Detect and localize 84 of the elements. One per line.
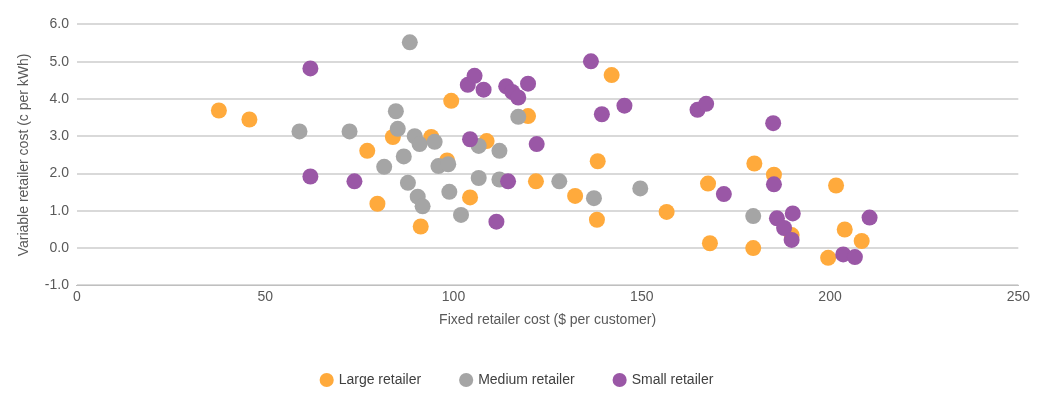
x-axis-title: Fixed retailer cost ($ per customer): [439, 311, 657, 328]
point: [582, 53, 599, 70]
point: [853, 233, 870, 250]
y-axis-title: Variable retailer cost (c per kWh): [15, 53, 32, 257]
point: [567, 187, 584, 204]
y-tick-label: 5.0: [49, 52, 70, 69]
y-tick-label: 1.0: [49, 201, 70, 218]
point: [510, 89, 527, 106]
point: [701, 235, 718, 252]
point: [784, 205, 801, 222]
point: [836, 221, 853, 238]
y-tick-label: 4.0: [49, 89, 70, 106]
point: [441, 183, 458, 200]
point: [700, 175, 717, 192]
point: [440, 156, 457, 173]
point: [491, 142, 508, 159]
point: [820, 249, 837, 266]
point: [783, 231, 800, 248]
point: [426, 133, 443, 150]
point: [443, 92, 460, 109]
point: [698, 95, 715, 112]
point: [470, 170, 487, 187]
legend-label: Medium retailer: [478, 370, 575, 387]
point: [846, 249, 863, 266]
x-tick-label: 0: [73, 287, 82, 304]
point: [399, 174, 416, 191]
y-tick-label: -1.0: [44, 276, 70, 293]
point: [369, 195, 386, 212]
point: [475, 81, 492, 98]
y-tick-label: 3.0: [49, 127, 70, 144]
point: [414, 198, 431, 215]
point: [527, 173, 544, 190]
legend-label: Small retailer: [631, 370, 714, 387]
point: [466, 67, 483, 84]
point: [776, 219, 793, 236]
point: [291, 123, 308, 140]
point: [241, 111, 258, 128]
point: [389, 120, 406, 137]
x-tick-label: 250: [1006, 287, 1031, 304]
point: [861, 209, 878, 226]
point: [745, 208, 762, 225]
y-tick-label: 2.0: [49, 164, 70, 181]
point: [632, 180, 649, 197]
point: [453, 206, 470, 223]
point: [765, 176, 782, 193]
x-tick-label: 50: [257, 287, 274, 304]
point: [765, 115, 782, 132]
x-tick-label: 100: [441, 287, 466, 304]
x-tick-label: 150: [630, 287, 654, 304]
legend-label: Large retailer: [338, 370, 422, 387]
x-tick-label: 200: [818, 287, 842, 304]
point: [585, 190, 602, 207]
point: [528, 136, 545, 153]
point: [589, 153, 606, 170]
point: [412, 218, 429, 235]
point: [828, 177, 845, 194]
y-tick-label: 6.0: [49, 15, 70, 32]
point: [520, 75, 537, 92]
point: [715, 186, 732, 203]
point: [302, 168, 319, 185]
point: [658, 203, 675, 220]
point: [500, 173, 517, 190]
point: [488, 213, 505, 230]
point: [411, 136, 428, 153]
point: [462, 189, 479, 206]
point: [603, 67, 620, 84]
point: [588, 211, 605, 228]
point: [210, 102, 227, 119]
point: [745, 240, 762, 257]
point: [341, 123, 358, 140]
point: [462, 131, 479, 148]
y-tick-label: 0.0: [49, 238, 70, 255]
point: [395, 148, 412, 165]
point: [401, 34, 418, 51]
point: [346, 173, 363, 190]
point: [593, 106, 610, 123]
point: [376, 158, 393, 175]
point: [359, 142, 376, 159]
point: [616, 97, 633, 114]
point: [551, 173, 568, 190]
point: [746, 155, 763, 172]
point: [302, 60, 319, 77]
point: [387, 103, 404, 120]
point: [510, 108, 527, 125]
